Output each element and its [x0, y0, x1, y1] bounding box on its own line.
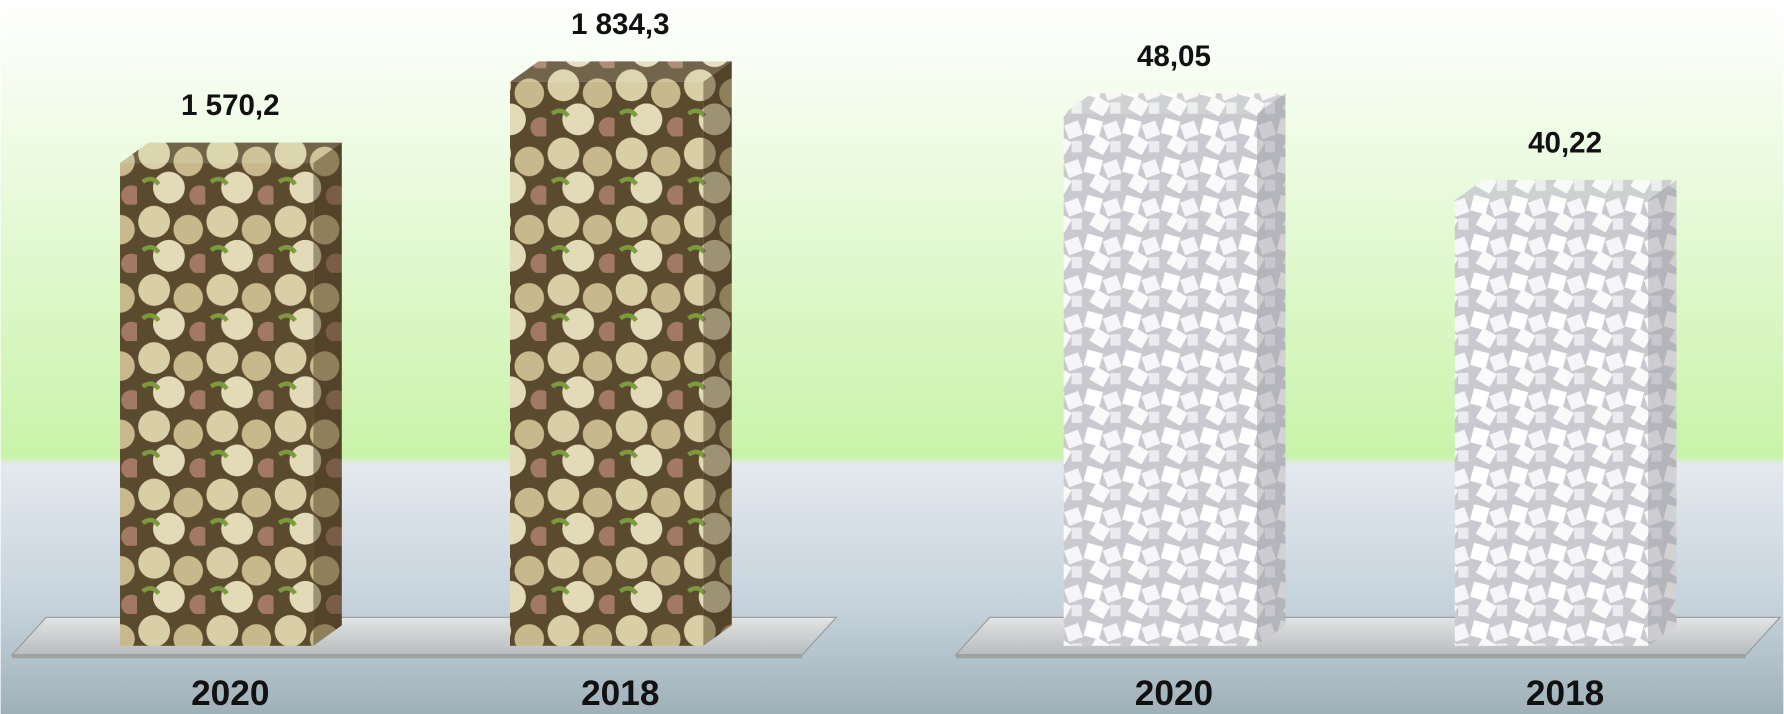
value-label: 1 834,3 [571, 8, 670, 41]
bar [509, 81, 704, 646]
bar [1063, 113, 1257, 646]
bar-top [509, 61, 732, 82]
value-label: 1 570,2 [181, 89, 280, 122]
bar-top [1063, 93, 1286, 114]
bar [120, 163, 314, 646]
bar-side-texture [703, 61, 732, 646]
platform-edge [12, 654, 803, 659]
bar-side-texture [1648, 179, 1677, 646]
value-label: 40,22 [1528, 127, 1602, 160]
x-tick-label: 2018 [581, 674, 659, 713]
x-tick-label: 2020 [1135, 674, 1213, 713]
value-label: 48,05 [1137, 40, 1211, 73]
bar-top [1454, 179, 1677, 201]
bar-side-texture [1256, 93, 1286, 646]
x-tick-label: 2020 [191, 674, 269, 713]
bar-side-texture [313, 142, 342, 646]
x-tick-label: 2018 [1526, 674, 1604, 713]
bar [1454, 200, 1649, 646]
platform-edge [955, 654, 1746, 659]
bar-top [120, 142, 342, 164]
